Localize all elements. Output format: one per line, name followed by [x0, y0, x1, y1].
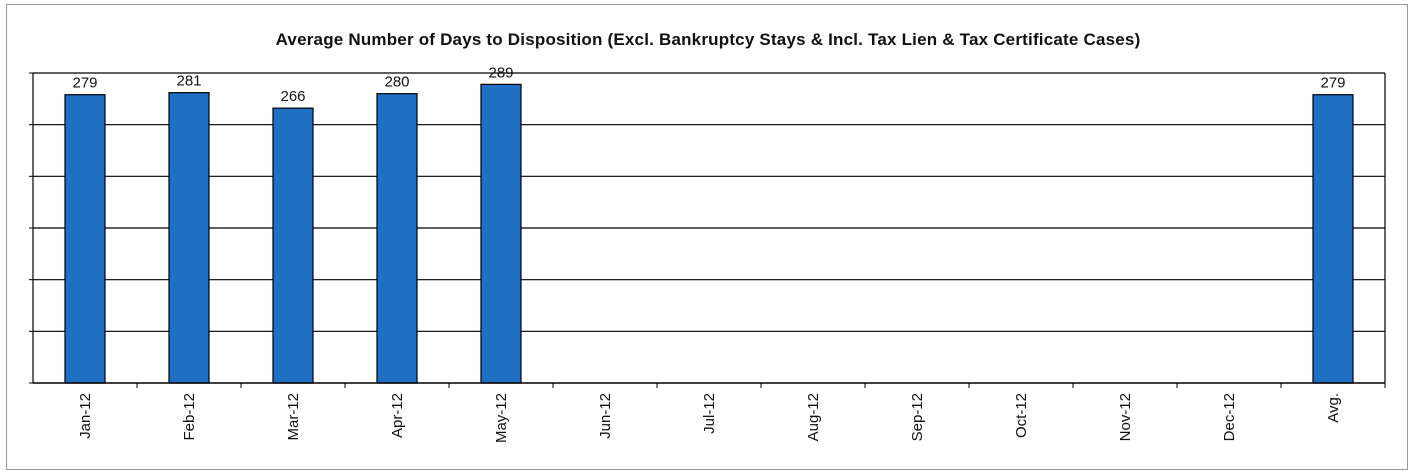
bar-may-12: [480, 83, 522, 384]
data-label: 279: [72, 75, 97, 92]
x-tick-label: Jul-12: [701, 393, 718, 434]
x-tick-label: Dec-12: [1221, 393, 1238, 441]
bar-mar-12: [272, 107, 314, 384]
x-tick-label: May-12: [493, 393, 510, 443]
x-tick-label: Apr-12: [389, 393, 406, 438]
bar-jan-12: [64, 94, 106, 384]
axes: [29, 72, 1386, 388]
data-label: 279: [1320, 75, 1345, 92]
x-tick-label: Sep-12: [909, 393, 926, 441]
x-tick-label: Jan-12: [77, 393, 94, 439]
bar-feb-12: [168, 92, 210, 384]
chart-title: Average Number of Days to Disposition (E…: [275, 30, 1141, 49]
x-tick-label: Mar-12: [285, 393, 302, 441]
x-tick-label: Aug-12: [805, 393, 822, 441]
x-tick-label: Nov-12: [1117, 393, 1134, 441]
x-tick-label: Oct-12: [1013, 393, 1030, 438]
bars: [64, 83, 1354, 384]
data-label: 280: [384, 74, 409, 91]
chart-frame: [6, 4, 1408, 470]
x-tick-labels: Jan-12 Feb-12 Mar-12 Apr-12 May-12 Jun-12 Jul-…: [77, 393, 1342, 443]
data-label: 266: [280, 88, 305, 105]
gridlines: [33, 72, 1385, 332]
data-label: 281: [176, 73, 201, 90]
x-tick-label: Avg.: [1325, 393, 1342, 423]
bar-avg: [1312, 94, 1354, 384]
data-labels: 279 281 266 280 289 279: [72, 64, 1345, 105]
x-tick-label: Feb-12: [181, 393, 198, 441]
bar-apr-12: [376, 93, 418, 384]
data-label: 289: [488, 64, 513, 81]
x-tick-label: Jun-12: [597, 393, 614, 439]
